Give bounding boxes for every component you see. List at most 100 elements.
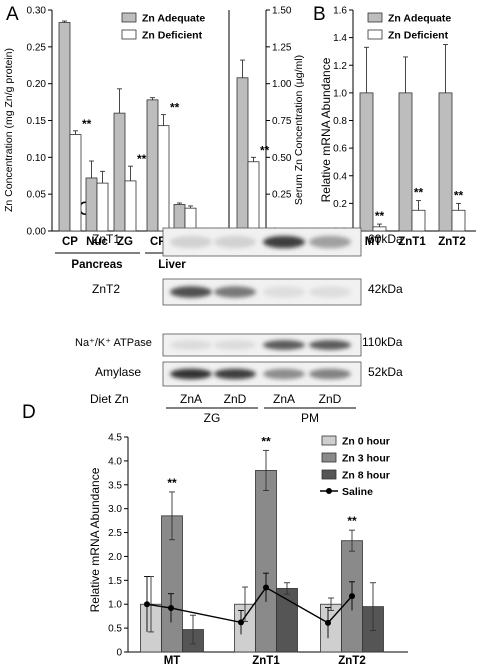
bar-zn-deficient	[96, 182, 109, 232]
saline-line	[146, 586, 353, 624]
bar-zn-deficient	[157, 125, 170, 232]
significance-mark: **	[261, 434, 271, 448]
legend-label: Zn Deficient	[388, 30, 449, 42]
bar-zn-deficient	[372, 226, 387, 232]
legend-label: Zn 8 hour	[342, 470, 390, 482]
saline-point	[238, 619, 244, 626]
significance-mark: **	[414, 186, 424, 200]
bar-zn-adequate	[173, 204, 186, 232]
legend-swatch	[367, 29, 383, 40]
blot-band	[214, 286, 256, 298]
bar-zn-8-hour	[276, 588, 298, 653]
panel-a-ylabel: Zn Concentration (mg Zn/g protein)	[3, 48, 15, 212]
category-label: ZG	[117, 236, 133, 248]
panel-label-b: B	[313, 4, 326, 25]
group-label: Pancreas	[71, 259, 122, 271]
panel-c-blot: ZnT1 ZnT2 Na⁺/K⁺ ATPase Amylase 60kDa 42…	[75, 227, 403, 425]
category-label: Nuc	[86, 236, 108, 248]
bar-zn-adequate	[438, 92, 453, 232]
blot-row-label: ZnT1	[92, 232, 120, 246]
blot-band	[170, 368, 212, 380]
category-label: MT	[164, 655, 181, 666]
blot-band	[170, 340, 212, 350]
bar-zn-deficient	[184, 207, 197, 232]
significance-mark: **	[375, 209, 385, 223]
blot-band	[263, 286, 305, 298]
legend-swatch	[326, 488, 332, 494]
category-label: MT	[365, 236, 382, 248]
y2-tick-label: 1.50	[272, 6, 292, 17]
bar-zn-adequate	[85, 177, 98, 232]
bar-zn-deficient	[411, 209, 426, 232]
y-tick-label: 0.8	[333, 116, 347, 127]
panel-label-a: A	[6, 4, 19, 25]
blot-band	[309, 368, 351, 380]
y-tick-label: 2.5	[108, 528, 122, 539]
category-label: CP	[150, 236, 166, 248]
blot-kda-label: 52kDa	[368, 365, 403, 379]
y-tick-label: 0.5	[108, 624, 122, 635]
category-label: ZnT2	[338, 655, 365, 666]
panel-d-chart: 0 0.5 1.0 1.5 2.0 2.5 3.0 3.5 4.0 4.5 ** MT ** ZnT1 **…	[108, 433, 408, 667]
bar-zn-deficient	[451, 209, 466, 232]
y2-tick-label: 0.25	[272, 190, 292, 201]
blot-band	[309, 235, 351, 249]
legend-swatch	[321, 435, 337, 446]
saline-point	[144, 601, 150, 608]
saline-point	[325, 619, 331, 626]
legend-label: Zn Adequate	[388, 13, 451, 25]
panel-label-d: D	[22, 402, 36, 423]
y-tick-label: 0.2	[333, 199, 347, 210]
y-tick-label: 1.6	[333, 6, 347, 17]
significance-mark: **	[137, 152, 147, 166]
bar-zn-deficient	[69, 134, 82, 232]
y-tick-label: 0	[116, 648, 122, 659]
bar-zn-3-hour	[255, 470, 277, 653]
legend-label: Zn Deficient	[142, 30, 203, 42]
blot-band	[170, 286, 212, 298]
blot-row-label: Amylase	[95, 365, 141, 379]
y-tick-label: 1.0	[108, 600, 122, 611]
blot-kda-label: 110kDa	[362, 335, 403, 349]
y-tick-label: 0.4	[333, 171, 347, 182]
legend-label: Zn Adequate	[142, 13, 205, 25]
blot-band	[263, 235, 305, 249]
category-label: ZnT1	[252, 655, 280, 666]
blot-fraction-label: PM	[301, 411, 319, 425]
y-tick-label: 3.0	[108, 504, 122, 515]
y-tick-label: 1.0	[333, 88, 347, 99]
bar-zn-adequate	[359, 92, 374, 232]
y-tick-label: 0.10	[27, 153, 47, 164]
y-tick-label: 0.00	[27, 227, 47, 238]
blot-kda-label: 42kDa	[368, 282, 403, 296]
saline-point	[349, 593, 355, 600]
significance-mark: **	[82, 117, 92, 131]
category-label: ZnT2	[438, 236, 465, 248]
bar-zn-adequate	[398, 92, 413, 232]
y-tick-label: 1.2	[333, 61, 347, 72]
legend-swatch	[121, 12, 137, 23]
blot-band	[214, 235, 256, 249]
bar-zn-adequate	[113, 112, 126, 232]
panel-a-chart: 0.000.050.100.150.200.250.3000.250.500.7…	[27, 6, 292, 272]
blot-lane-label: ZnA	[180, 392, 202, 406]
y-tick-label: 4.5	[108, 433, 122, 444]
blot-band	[170, 235, 212, 249]
y-tick-label: 0.6	[333, 144, 347, 155]
blot-fraction-label: ZG	[204, 411, 221, 425]
legend-label: Saline	[342, 486, 373, 498]
blot-diet-label: Diet Zn	[90, 392, 129, 406]
legend-swatch	[321, 469, 337, 480]
y2-tick-label: 1.25	[272, 42, 292, 53]
y-tick-label: 1.5	[108, 576, 122, 587]
blot-row-label: ZnT2	[92, 282, 120, 296]
significance-mark: **	[170, 101, 180, 115]
y-tick-label: 0.15	[27, 116, 47, 127]
legend-label: Zn 3 hour	[342, 453, 390, 465]
legend-swatch	[321, 452, 337, 463]
y-tick-label: 0.30	[27, 6, 47, 17]
category-label: ZnT1	[398, 236, 426, 248]
blot-lane-label: ZnA	[273, 392, 295, 406]
